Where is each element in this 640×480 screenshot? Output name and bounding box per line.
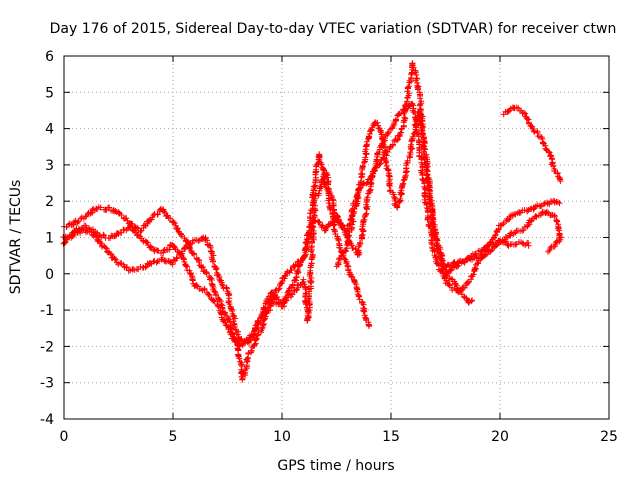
x-tick-label: 10 <box>273 429 291 445</box>
axis-ticks: 0 5 10 15 20 25 -4 -3 -2 -1 0 1 2 3 4 5 6 <box>40 49 618 445</box>
x-tick-label: 20 <box>491 429 509 445</box>
y-tick-label: -4 <box>40 412 54 428</box>
plus-markers <box>500 104 564 185</box>
plot-frame <box>63 55 610 420</box>
x-tick-label: 0 <box>60 429 69 445</box>
series-track-e <box>443 208 564 270</box>
y-tick-label: 0 <box>45 267 54 283</box>
series-track-f <box>500 104 564 185</box>
series-track-b <box>60 100 563 346</box>
y-tick-label: 4 <box>45 122 54 138</box>
y-tick-label: 5 <box>45 85 54 101</box>
y-tick-label: -3 <box>40 376 54 392</box>
y-axis-label: SDTVAR / TECUs <box>8 180 24 295</box>
x-tick-label: 25 <box>600 429 618 445</box>
y-tick-label: 1 <box>45 231 54 247</box>
y-tick-label: -2 <box>40 339 54 355</box>
y-tick-label: 6 <box>45 49 54 65</box>
x-tick-label: 15 <box>382 429 400 445</box>
y-tick-label: -1 <box>40 303 54 319</box>
y-tick-label: 2 <box>45 194 54 210</box>
grid-lines <box>64 56 609 419</box>
data-series <box>60 60 564 383</box>
plus-markers <box>60 100 563 346</box>
x-axis-label: GPS time / hours <box>277 458 394 474</box>
x-tick-label: 5 <box>169 429 178 445</box>
y-tick-label: 3 <box>45 158 54 174</box>
chart-title: Day 176 of 2015, Sidereal Day-to-day VTE… <box>50 21 617 37</box>
plus-markers <box>443 208 564 270</box>
